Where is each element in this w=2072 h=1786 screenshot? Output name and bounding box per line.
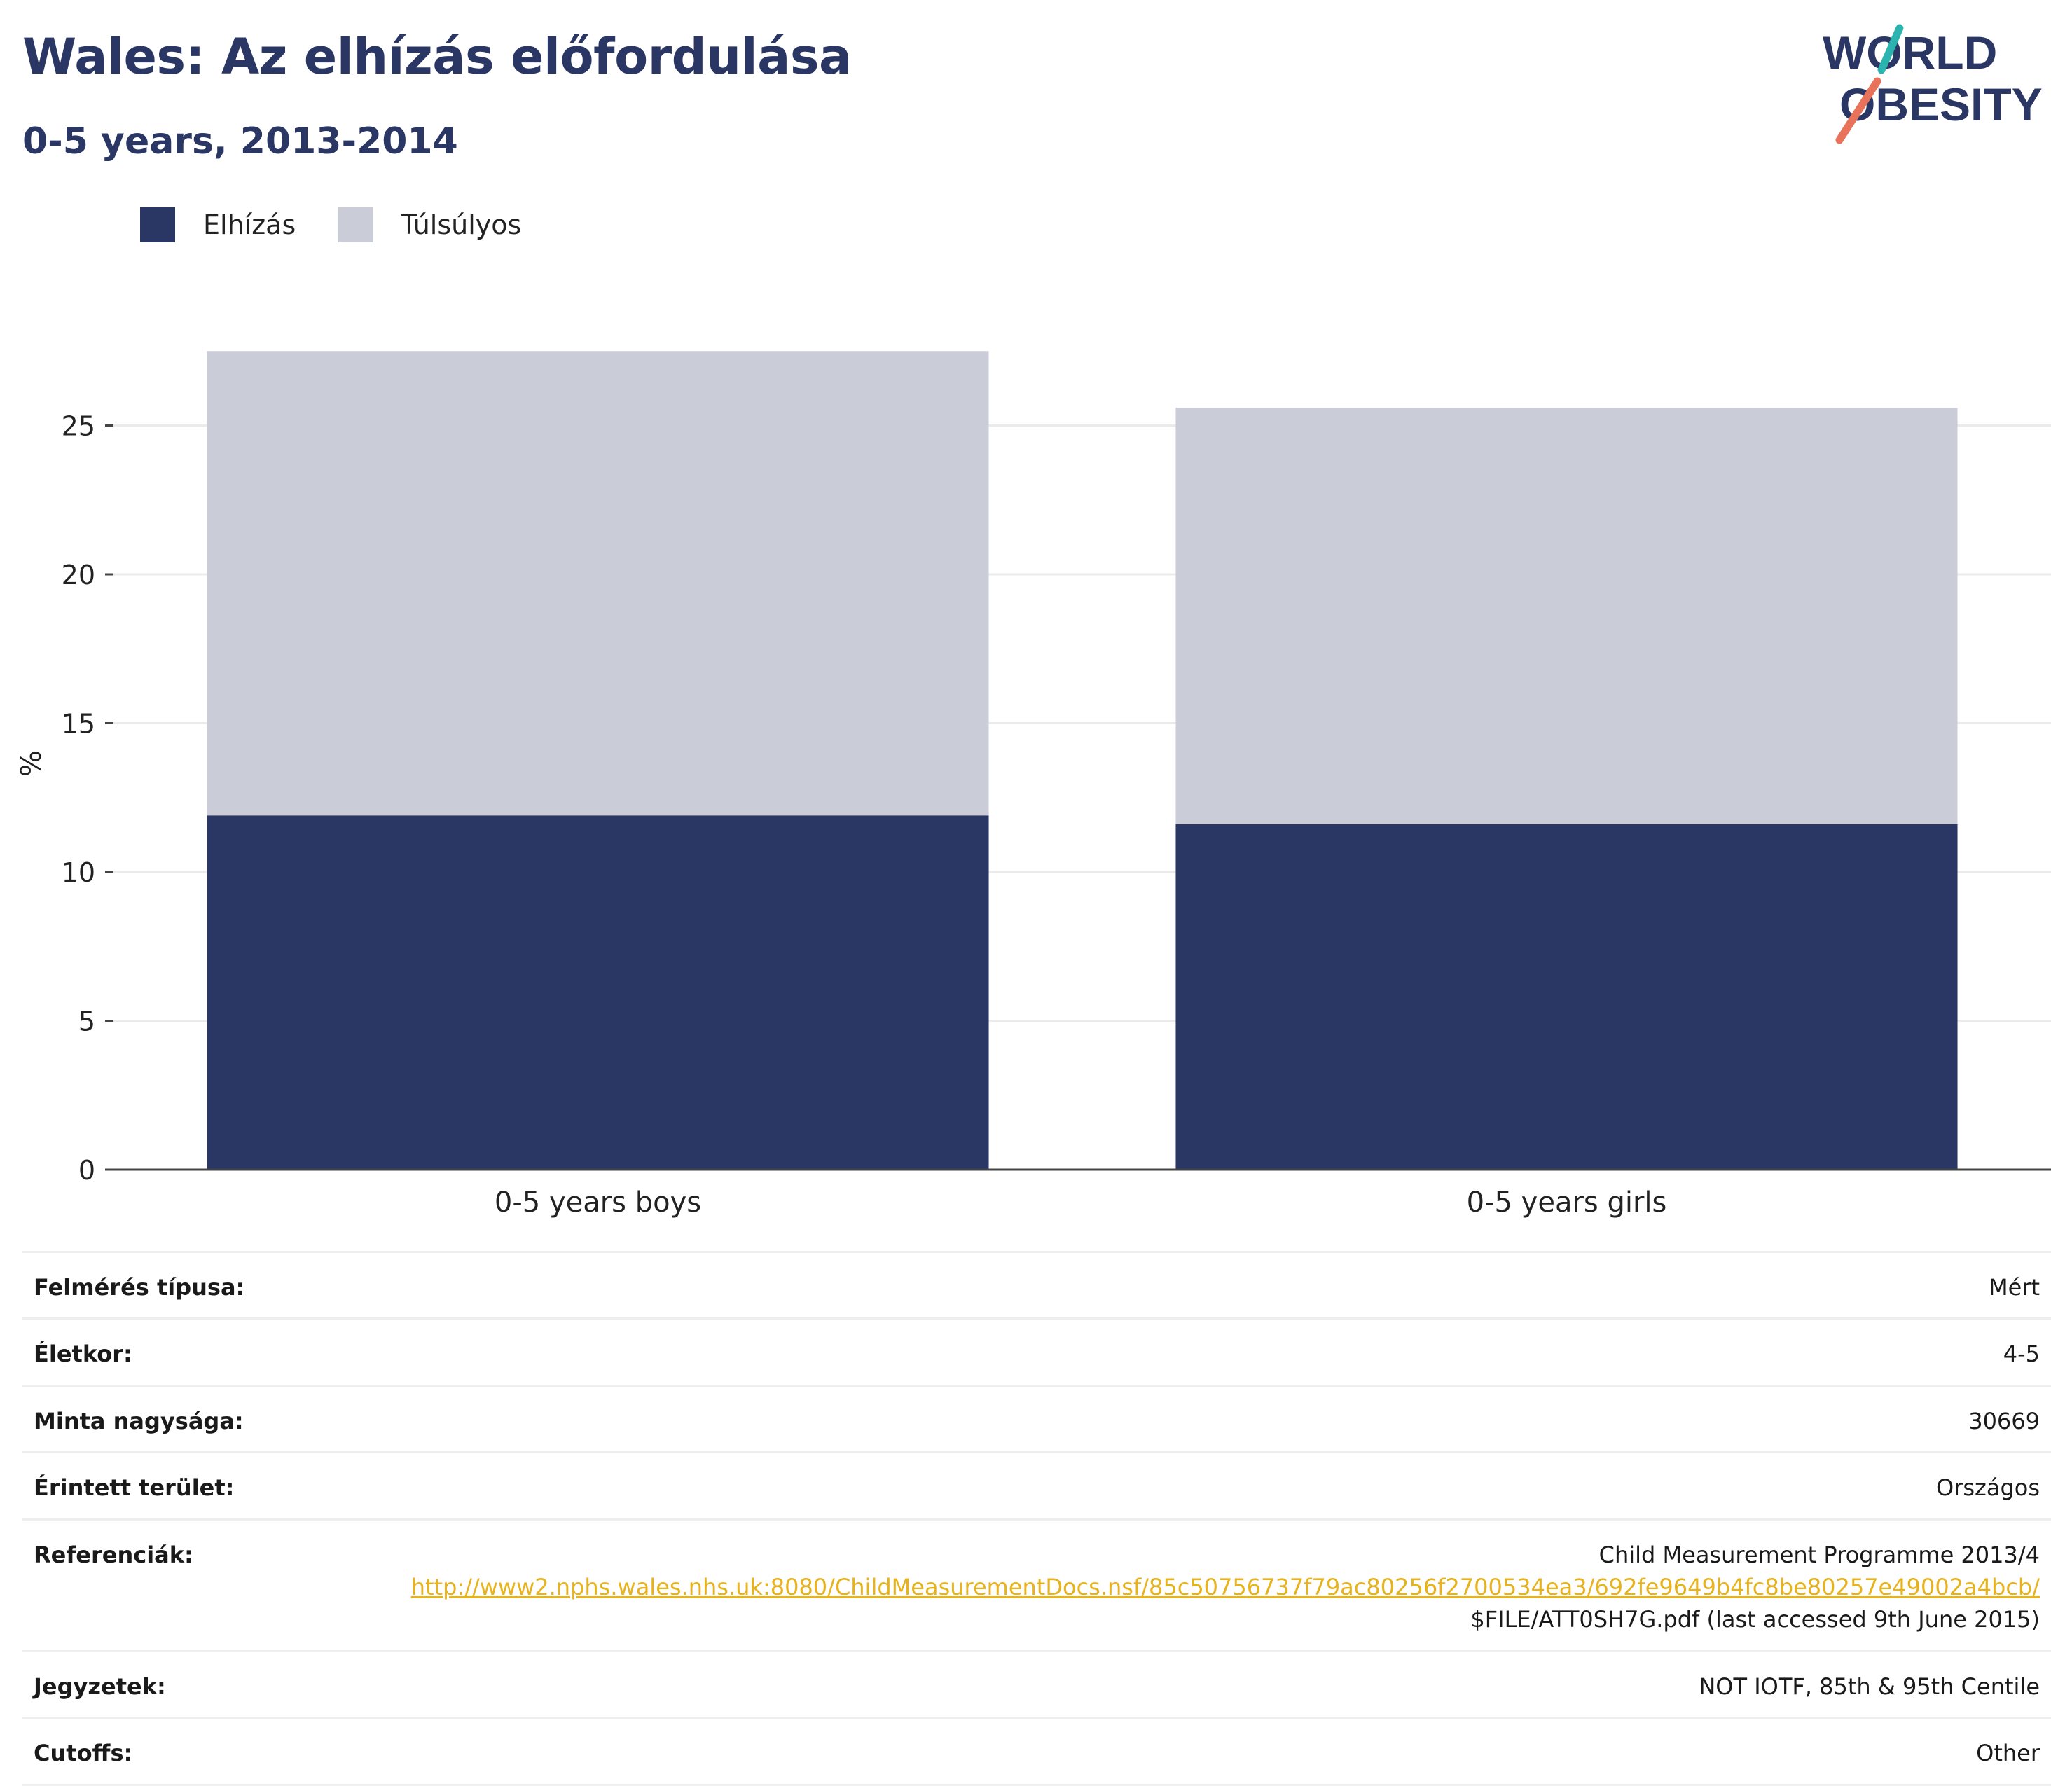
x-tick-label: 0-5 years boys (495, 1186, 701, 1219)
x-tick-labels: 0-5 years boys 0-5 years girls (495, 1186, 1666, 1219)
legend-item-obesity[interactable]: Elhízás (140, 207, 296, 242)
info-value: 4-5 (256, 1318, 2051, 1387)
y-tick-label: 15 (62, 709, 95, 740)
info-value: Mért (256, 1250, 2051, 1320)
legend-label-obesity: Elhízás (203, 209, 296, 240)
reference-link[interactable]: http://www2.nphs.wales.nhs.uk:8080/Child… (410, 1573, 2040, 1600)
reference-suffix: $FILE/ATT0SH7G.pdf (last accessed 9th Ju… (1470, 1606, 2040, 1633)
info-value: NOT IOTF, 85th & 95th Centile (256, 1651, 2051, 1719)
legend-label-overweight: Túlsúlyos (401, 209, 522, 240)
info-value: Országos (256, 1452, 2051, 1521)
logo-slash-teal (1877, 24, 1904, 74)
info-label: Életkor: (22, 1318, 256, 1387)
reference-title: Child Measurement Programme 2013/4 (1598, 1541, 2040, 1568)
info-row-references: Referenciák: Child Measurement Programme… (22, 1519, 2051, 1652)
world-obesity-logo: WORLD OBESITY (1823, 24, 2043, 144)
info-label: Jegyzetek: (22, 1651, 256, 1719)
info-row-area: Érintett terület: Országos (22, 1452, 2051, 1521)
info-value: Child Measurement Programme 2013/4 http:… (256, 1519, 2051, 1652)
info-label: Cutoffs: (22, 1717, 256, 1786)
survey-info-table: Felmérés típusa: Mért Életkor: 4-5 Minta… (22, 1250, 2051, 1786)
info-row-survey-type: Felmérés típusa: Mért (22, 1250, 2051, 1320)
info-row-age: Életkor: 4-5 (22, 1318, 2051, 1387)
y-tick-label: 20 (62, 560, 95, 590)
y-tick-label: 25 (62, 411, 95, 442)
y-tick-label: 5 (78, 1006, 95, 1037)
logo-line1: WORLD (1823, 27, 1997, 78)
info-label: Felmérés típusa: (22, 1250, 256, 1320)
bar-chart: 0 5 10 15 20 25 0-5 years boys 0-5 years girls… (15, 351, 2051, 1219)
y-tick-labels: 0 5 10 15 20 25 (62, 411, 113, 1186)
bar-overweight-0[interactable] (207, 351, 989, 816)
bar-obesity-0[interactable] (207, 815, 989, 1170)
chart-subtitle: 0-5 years, 2013-2014 (22, 120, 458, 162)
bar-overweight-1[interactable] (1175, 408, 1958, 824)
x-tick-label: 0-5 years girls (1467, 1186, 1667, 1219)
info-label: Minta nagysága: (22, 1385, 256, 1454)
logo-slash-coral (1835, 77, 1881, 144)
y-tick-label: 0 (78, 1155, 95, 1186)
info-value: Other (256, 1717, 2051, 1786)
legend-item-overweight[interactable]: Túlsúlyos (338, 207, 521, 242)
y-tick-label: 10 (62, 857, 95, 888)
info-value: 30669 (256, 1385, 2051, 1454)
chart-title: Wales: Az elhízás előfordulása (22, 28, 852, 85)
legend-swatch-overweight (338, 207, 373, 242)
info-row-sample-size: Minta nagysága: 30669 (22, 1385, 2051, 1454)
bars (207, 351, 1958, 1170)
info-row-cutoffs: Cutoffs: Other (22, 1717, 2051, 1786)
info-row-notes: Jegyzetek: NOT IOTF, 85th & 95th Centile (22, 1651, 2051, 1719)
info-label: Érintett terület: (22, 1452, 256, 1521)
info-label: Referenciák: (22, 1519, 256, 1652)
legend-swatch-obesity (140, 207, 175, 242)
chart-legend: Elhízás Túlsúlyos (140, 207, 563, 242)
y-axis-label: % (15, 750, 48, 777)
bar-obesity-1[interactable] (1175, 824, 1958, 1170)
